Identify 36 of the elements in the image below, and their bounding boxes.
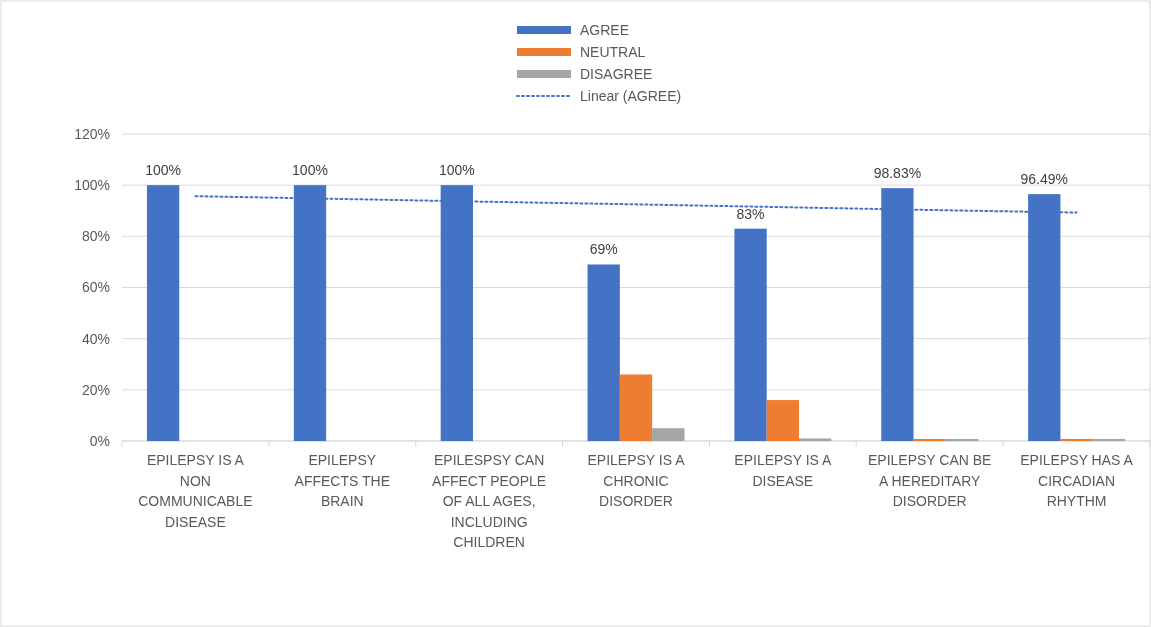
x-tick-label: EPILEPSY IS A DISEASE — [734, 452, 833, 489]
bar — [146, 185, 180, 441]
bar — [913, 438, 946, 441]
y-tick-label: 0% — [89, 432, 110, 449]
x-tick-label: EPILEPSY IS A CHRONIC DISORDER — [587, 452, 686, 509]
bar — [766, 400, 800, 441]
data-label: 100% — [292, 162, 328, 179]
bar — [619, 374, 653, 441]
bar — [799, 438, 832, 441]
legend-label: AGREE — [580, 21, 630, 38]
data-label: 96.49% — [1020, 171, 1069, 188]
data-label: 83% — [736, 205, 765, 222]
data-label: 98.83% — [873, 165, 922, 182]
bar — [587, 264, 620, 441]
y-tick-label: 120% — [74, 125, 110, 142]
data-label: 100% — [438, 162, 475, 179]
bar — [734, 228, 767, 441]
data-label: 69% — [589, 241, 618, 258]
legend-label: DISAGREE — [580, 65, 653, 82]
x-tick-label: EPILEPSY AFFECTS THE BRAIN — [294, 452, 390, 509]
y-tick-label: 40% — [81, 330, 110, 347]
legend-label: Linear (AGREE) — [580, 87, 682, 104]
legend-label: NEUTRAL — [580, 43, 646, 60]
y-tick-label: 80% — [81, 228, 110, 245]
bar — [1060, 438, 1093, 441]
y-tick-label: 100% — [74, 177, 110, 194]
x-tick-label: EPILESPSY CAN AFFECT PEOPLE OF ALL AGES, INCLUDING CHILDREN — [432, 452, 547, 550]
bar — [1092, 438, 1126, 441]
bar — [945, 438, 979, 441]
x-tick-label: EPILEPSY HAS A CIRCADIAN RHYTHM — [1020, 452, 1134, 509]
x-tick-label: EPILEPSY IS A NON COMMUNICABLE DISEASE — [138, 452, 253, 530]
x-tick-label: EPILEPSY CAN BE A HEREDITARY DISORDER — [867, 452, 992, 509]
bar — [652, 428, 685, 441]
data-label: 100% — [145, 162, 182, 179]
y-tick-label: 20% — [81, 381, 110, 398]
y-tick-label: 60% — [81, 279, 110, 296]
